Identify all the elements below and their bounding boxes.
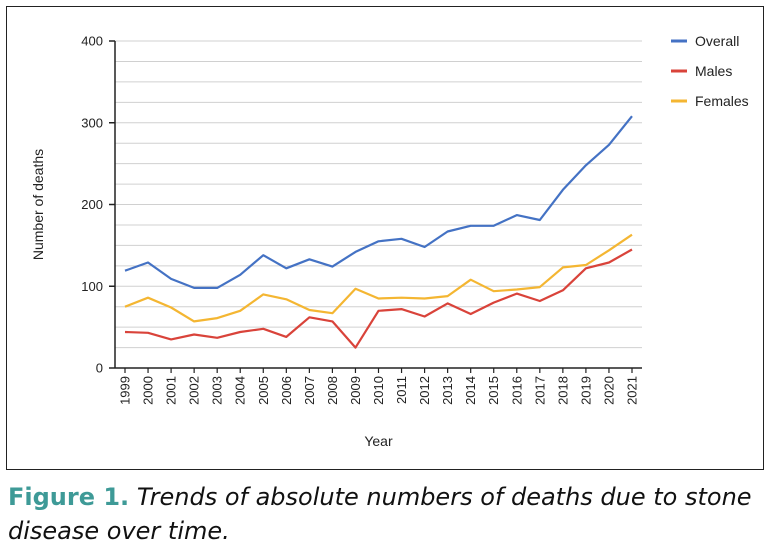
x-tick-label: 2020 — [601, 376, 616, 405]
line-chart: 0 100 200 300 400 1999 2000 2001 2002 2003 2004 20… — [30, 33, 749, 449]
x-tick-label: 2012 — [417, 376, 432, 405]
x-tick-label: 2019 — [578, 376, 593, 405]
x-tick-label: 2016 — [509, 376, 524, 405]
y-axis-title: Number of deaths — [30, 149, 46, 260]
x-tick-label: 2007 — [302, 376, 317, 405]
x-tick-label: 2013 — [440, 376, 455, 405]
legend: Overall Males Females — [671, 33, 749, 109]
x-tick-label: 2002 — [187, 376, 202, 405]
y-tick-label: 100 — [81, 279, 103, 294]
y-tick-label: 200 — [81, 197, 103, 212]
legend-label-females: Females — [695, 93, 749, 109]
y-tick-labels: 0 100 200 300 400 — [81, 34, 115, 376]
series-line-males — [124, 248, 633, 349]
figure-label: Figure 1. — [8, 483, 130, 511]
x-tick-label: 2017 — [532, 376, 547, 405]
x-tick-label: 2000 — [141, 376, 156, 405]
x-tick-label: 2003 — [210, 376, 225, 405]
x-tick-label: 2021 — [625, 376, 640, 405]
series-line-females — [124, 233, 633, 323]
x-tick-label: 2008 — [325, 376, 340, 405]
figure-caption-text: Trends of absolute numbers of deaths due… — [8, 483, 752, 545]
x-axis-title: Year — [364, 433, 393, 449]
x-tick-label: 2009 — [348, 376, 363, 405]
figure-caption: Figure 1. Trends of absolute numbers of … — [8, 480, 764, 548]
x-tick-label: 2005 — [256, 376, 271, 405]
y-tick-label: 0 — [96, 361, 103, 376]
x-tick-label: 1999 — [118, 376, 133, 405]
gridlines — [115, 40, 642, 349]
x-tick-labels: 1999 2000 2001 2002 2003 2004 2005 2006 2007 2008… — [118, 368, 640, 405]
series-line-overall — [124, 115, 633, 289]
x-tick-label: 2006 — [279, 376, 294, 405]
x-tick-label: 2014 — [463, 376, 478, 405]
y-tick-label: 300 — [81, 115, 103, 130]
chart-frame: 0 100 200 300 400 1999 2000 2001 2002 2003 2004 20… — [6, 6, 764, 470]
y-tick-label: 400 — [81, 34, 103, 49]
x-tick-label: 2010 — [371, 376, 386, 405]
series-lines — [124, 115, 633, 349]
x-tick-label: 2011 — [394, 376, 409, 404]
x-tick-label: 2001 — [164, 376, 179, 405]
legend-label-overall: Overall — [695, 33, 739, 49]
x-tick-label: 2004 — [233, 376, 248, 405]
x-tick-label: 2015 — [486, 376, 501, 405]
x-tick-label: 2018 — [555, 376, 570, 405]
legend-label-males: Males — [695, 63, 732, 79]
